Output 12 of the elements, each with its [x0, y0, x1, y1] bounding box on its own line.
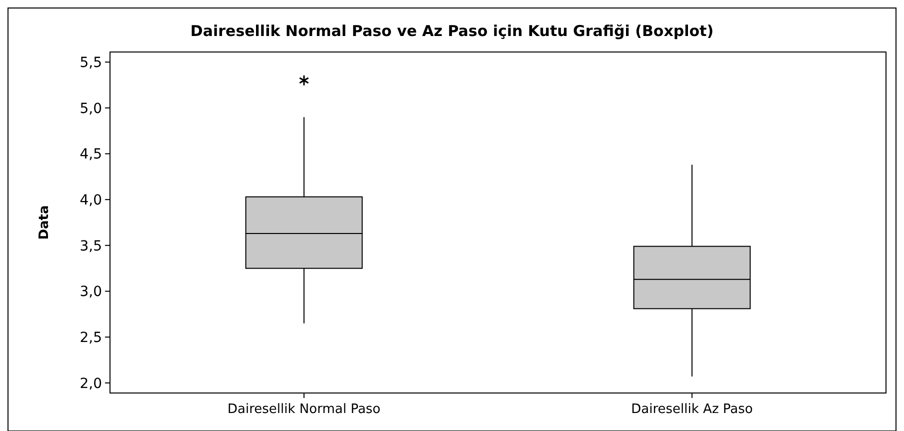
y-tick-label: 5,0: [80, 100, 102, 117]
y-tick-label: 3,5: [80, 238, 102, 254]
y-tick-label: 3,0: [80, 284, 102, 300]
y-tick-label: 2,5: [80, 330, 102, 346]
y-tick-label: 4,5: [80, 146, 102, 163]
x-tick-label: Dairesellik Normal Paso: [227, 402, 381, 417]
x-tick-label: Dairesellik Az Paso: [631, 402, 753, 417]
y-tick-label: 2,0: [80, 376, 102, 392]
y-axis-title: Data: [37, 205, 52, 240]
chart-title: Dairesellik Normal Paso ve Az Paso için Kutu Grafiği (Boxplot): [190, 22, 714, 40]
y-tick-label: 4,0: [80, 192, 102, 208]
y-tick-label: 5,5: [80, 54, 102, 71]
